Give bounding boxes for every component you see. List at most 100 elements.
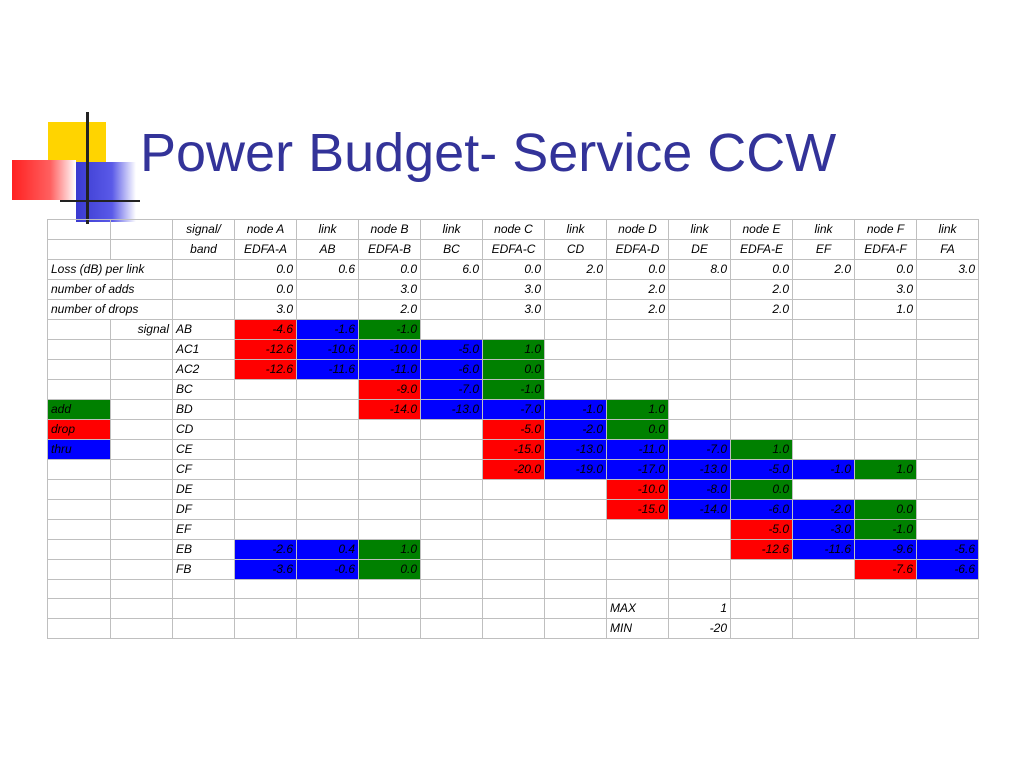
decorative-blue-square [76,162,136,222]
budget-cell [916,499,979,520]
budget-cell: -20.0 [482,459,545,480]
header-cell: BC [420,239,483,260]
signal-name: DE [172,479,235,500]
header-cell: EDFA-C [482,239,545,260]
signal-name: AB [172,319,235,340]
budget-cell: -10.6 [296,339,359,360]
value-cell: 2.0 [730,279,793,300]
empty-cell [916,598,979,620]
empty-cell [110,499,173,520]
budget-cell [792,359,855,380]
budget-cell [792,399,855,420]
legend-drop: drop [47,419,111,440]
budget-cell: -5.0 [730,519,793,540]
empty-cell [296,598,359,620]
budget-cell [916,339,979,360]
budget-cell [482,479,545,500]
signal-row: EF -5.0 -3.0 -1.0 [47,519,979,540]
empty-cell [916,618,979,640]
signal-name: AC2 [172,359,235,380]
empty-cell [47,539,111,560]
empty-cell [47,559,111,580]
budget-cell [482,539,545,560]
header-cell [110,219,173,240]
budget-cell: -8.0 [668,479,731,500]
value-cell: 0.0 [234,279,297,300]
header-cell: EDFA-D [606,239,669,260]
summary-label: MAX [606,598,669,620]
budget-cell: -10.0 [606,479,669,500]
budget-cell: -13.0 [544,439,607,460]
budget-cell: -5.0 [730,459,793,480]
value-cell [668,299,731,320]
empty-cell [110,479,173,500]
empty-cell [110,459,173,480]
header-cell: node B [358,219,421,240]
empty-cell [792,578,855,600]
empty-cell [110,399,173,420]
empty-cell [110,419,173,440]
budget-cell [358,419,421,440]
budget-cell [296,419,359,440]
empty-cell [47,459,111,480]
empty-cell [47,319,111,340]
budget-cell: -14.0 [358,399,421,420]
budget-cell [420,459,483,480]
budget-cell [296,439,359,460]
budget-cell [606,359,669,380]
value-cell: 2.0 [544,259,607,280]
empty-cell [47,598,111,620]
budget-cell [854,319,917,340]
value-cell [544,299,607,320]
empty-cell [606,578,669,600]
budget-cell: -15.0 [606,499,669,520]
value-cell: 2.0 [606,299,669,320]
empty-cell [420,618,483,640]
budget-cell: 0.4 [296,539,359,560]
header-cell: EDFA-A [234,239,297,260]
header-cell: link [296,219,359,240]
budget-cell: -12.6 [234,359,297,380]
empty-cell [234,618,297,640]
decorative-vertical-line [86,112,89,224]
value-cell: 6.0 [420,259,483,280]
budget-cell [668,319,731,340]
header-cell: link [792,219,855,240]
budget-cell: 0.0 [854,499,917,520]
budget-cell: -1.6 [296,319,359,340]
budget-cell [296,479,359,500]
value-cell: 2.0 [730,299,793,320]
budget-cell [792,479,855,500]
budget-cell: 1.0 [730,439,793,460]
signal-name: BD [172,399,235,420]
info-row: number of adds 0.0 3.0 3.0 2.0 2.0 3.0 [47,279,979,300]
header-cell: EDFA-B [358,239,421,260]
budget-cell [544,539,607,560]
summary-label: MIN [606,618,669,640]
summary-value: 1 [668,598,731,620]
signal-name: AC1 [172,339,235,360]
budget-cell [606,539,669,560]
budget-cell [854,439,917,460]
budget-cell: -6.0 [420,359,483,380]
budget-cell [730,379,793,400]
budget-cell: 1.0 [358,539,421,560]
budget-cell: -1.0 [792,459,855,480]
value-cell [668,279,731,300]
empty-cell [482,618,545,640]
budget-cell [544,359,607,380]
budget-cell [544,559,607,580]
header-cell: link [668,219,731,240]
budget-cell [544,499,607,520]
budget-cell [916,359,979,380]
blank-row [47,578,979,600]
budget-cell [668,399,731,420]
budget-cell: -5.0 [420,339,483,360]
budget-cell [668,379,731,400]
decorative-red-square [12,160,76,200]
value-cell: 0.0 [358,259,421,280]
budget-cell [916,399,979,420]
budget-cell [916,439,979,460]
signal-name: EB [172,539,235,560]
